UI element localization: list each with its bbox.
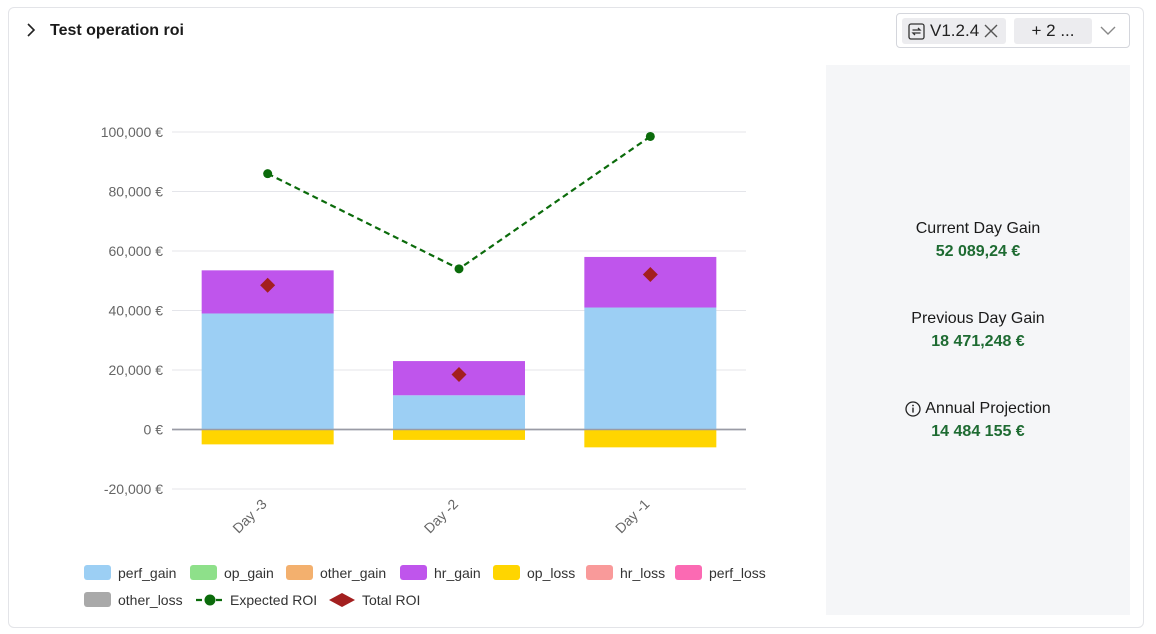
expected-roi-line [267, 135, 651, 271]
bar-perf-gain [584, 307, 717, 430]
remove-version-button[interactable] [984, 24, 998, 38]
legend-total-roi-icon[interactable] [328, 590, 358, 610]
version-tag-label: V1.2.4 [930, 21, 980, 40]
legend-swatch-hr-gain[interactable] [400, 565, 427, 580]
y-tick-label: 60,000 € [109, 243, 164, 259]
legend-label[interactable]: other_gain [320, 565, 387, 581]
bar-hr-gain [584, 256, 717, 308]
legend-swatch-other-gain[interactable] [286, 565, 313, 580]
legend-expected-roi-icon[interactable] [196, 590, 226, 610]
legend-label[interactable]: Total ROI [362, 592, 421, 608]
close-icon [984, 24, 998, 38]
legend-label[interactable]: hr_gain [434, 565, 481, 581]
stat-current-day-gain: Current Day Gain 52 089,24 € [826, 219, 1130, 262]
stat-previous-day-gain: Previous Day Gain 18 471,248 € [826, 309, 1130, 352]
more-versions-tag[interactable]: + 2 ... [1014, 18, 1092, 44]
bar-perf-gain [393, 395, 525, 430]
y-tick-label: 20,000 € [109, 362, 164, 378]
stat-value: 18 471,248 € [931, 333, 1025, 350]
expected-roi-point [645, 131, 655, 141]
stats-panel: Current Day Gain 52 089,24 € Previous Da… [826, 65, 1130, 615]
total-roi-marker [260, 277, 276, 293]
info-icon[interactable] [905, 401, 921, 417]
bar-op-loss [201, 429, 334, 445]
legend-swatch-op-gain[interactable] [190, 565, 217, 580]
y-tick-label: -20,000 € [104, 481, 163, 497]
total-roi-marker [642, 267, 658, 283]
stat-annual-projection: Annual Projection 14 484 155 € [826, 399, 1130, 442]
legend-label[interactable]: Expected ROI [230, 592, 318, 608]
y-tick-label: 0 € [144, 422, 164, 438]
bar-op-loss [393, 429, 525, 440]
version-tag: V1.2.4 [902, 18, 1006, 44]
expand-toggle[interactable] [22, 21, 40, 39]
legend-swatch-perf-gain[interactable] [84, 565, 111, 580]
version-select[interactable]: V1.2.4 + 2 ... [896, 13, 1130, 48]
stat-value: 52 089,24 € [935, 243, 1021, 260]
x-tick-label: Day -2 [421, 496, 462, 537]
y-tick-label: 40,000 € [109, 303, 164, 319]
chevron-right-icon [27, 23, 36, 37]
legend-label[interactable]: perf_loss [709, 565, 766, 581]
legend-swatch-other-loss[interactable] [84, 592, 111, 607]
stat-label: Annual Projection [925, 400, 1051, 417]
stat-label: Previous Day Gain [911, 310, 1045, 327]
x-tick-label: Day -1 [612, 496, 653, 537]
legend-label[interactable]: op_loss [527, 565, 576, 581]
legend-swatch-perf-loss[interactable] [675, 565, 702, 580]
legend-label[interactable]: perf_gain [118, 565, 177, 581]
stat-label: Current Day Gain [915, 220, 1041, 237]
y-tick-label: 80,000 € [109, 184, 164, 200]
x-tick-label: Day -3 [229, 496, 270, 537]
card-title: Test operation roi [50, 22, 184, 39]
legend-swatch-hr-loss[interactable] [586, 565, 613, 580]
bar-op-loss [584, 429, 717, 448]
chevron-down-icon[interactable] [1099, 23, 1117, 39]
bar-perf-gain [201, 313, 334, 430]
legend-label[interactable]: hr_loss [620, 565, 666, 581]
legend-label[interactable]: op_gain [224, 565, 274, 581]
stat-value: 14 484 155 € [931, 423, 1025, 440]
expected-roi-point [263, 169, 273, 179]
roi-chart: -20,000 € 0 € 20,000 € 40,000 € 60,000 € 80,0… [101, 124, 746, 537]
swap-icon [908, 22, 925, 40]
legend-label[interactable]: other_loss [118, 592, 183, 608]
y-tick-label: 100,000 € [101, 124, 163, 140]
expected-roi-point [454, 264, 464, 274]
legend-swatch-op-loss[interactable] [493, 565, 520, 580]
total-roi-marker [451, 366, 467, 382]
